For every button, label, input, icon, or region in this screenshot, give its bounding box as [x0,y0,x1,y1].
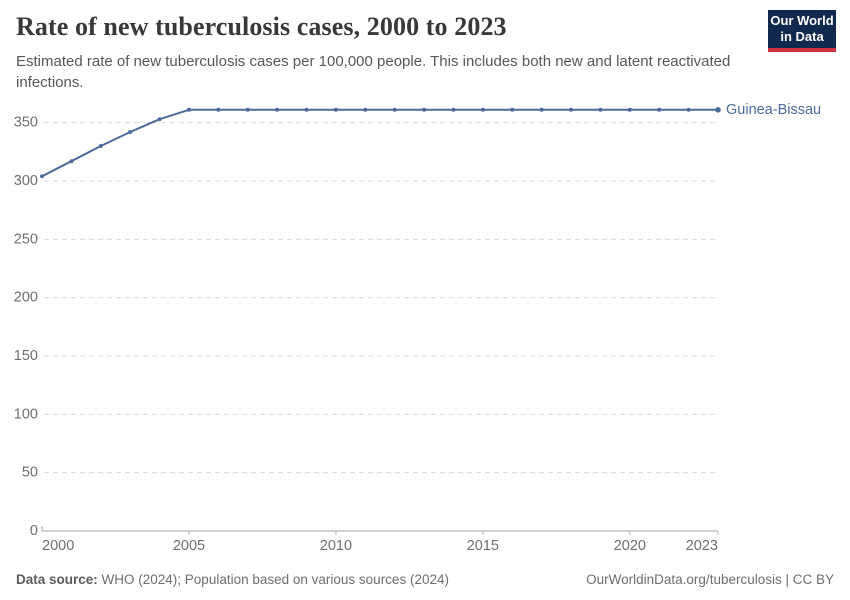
chart-footer: Data source: WHO (2024); Population base… [16,569,834,589]
owid-logo[interactable]: Our World in Data [768,10,836,52]
owid-url-license[interactable]: OurWorldinData.org/tuberculosis | CC BY [586,571,834,587]
axes: 0 50 100 150 200 250 300 350 2000 2005 2010 2015 202… [14,115,719,554]
y-tick-label: 150 [14,348,38,364]
x-tick-label: 2010 [320,538,352,554]
y-tick-label: 350 [14,115,38,131]
x-tick-label: 2020 [614,538,646,554]
chart-subtitle: Estimated rate of new tuberculosis cases… [16,53,731,91]
x-tick-label: 2023 [686,538,718,554]
data-source-text: WHO (2024); Population based on various … [97,571,449,587]
series-label-guinea-bissau[interactable]: Guinea-Bissau [726,102,821,118]
owid-logo-line2: in Data [780,29,824,44]
y-tick-label: 100 [14,406,38,422]
y-tick-label: 250 [14,231,38,247]
x-tick-label: 2005 [173,538,205,554]
y-tick-label: 200 [14,290,38,306]
data-source-note: Data source: WHO (2024); Population base… [16,572,449,587]
x-tick-label: 2015 [467,538,499,554]
y-tick-label: 0 [30,523,38,539]
owid-logo-line1: Our World [770,13,834,29]
y-tick-label: 50 [22,465,38,481]
x-tick-label: 2000 [42,538,74,554]
data-source-label: Data source: [16,571,98,587]
data-series [40,107,721,179]
page-title: Rate of new tuberculosis cases, 2000 to … [16,12,507,41]
y-tick-label: 300 [14,173,38,189]
line-chart: 0 50 100 150 200 250 300 350 2000 2005 2010 2015 202… [14,102,821,554]
gridlines [44,122,718,474]
